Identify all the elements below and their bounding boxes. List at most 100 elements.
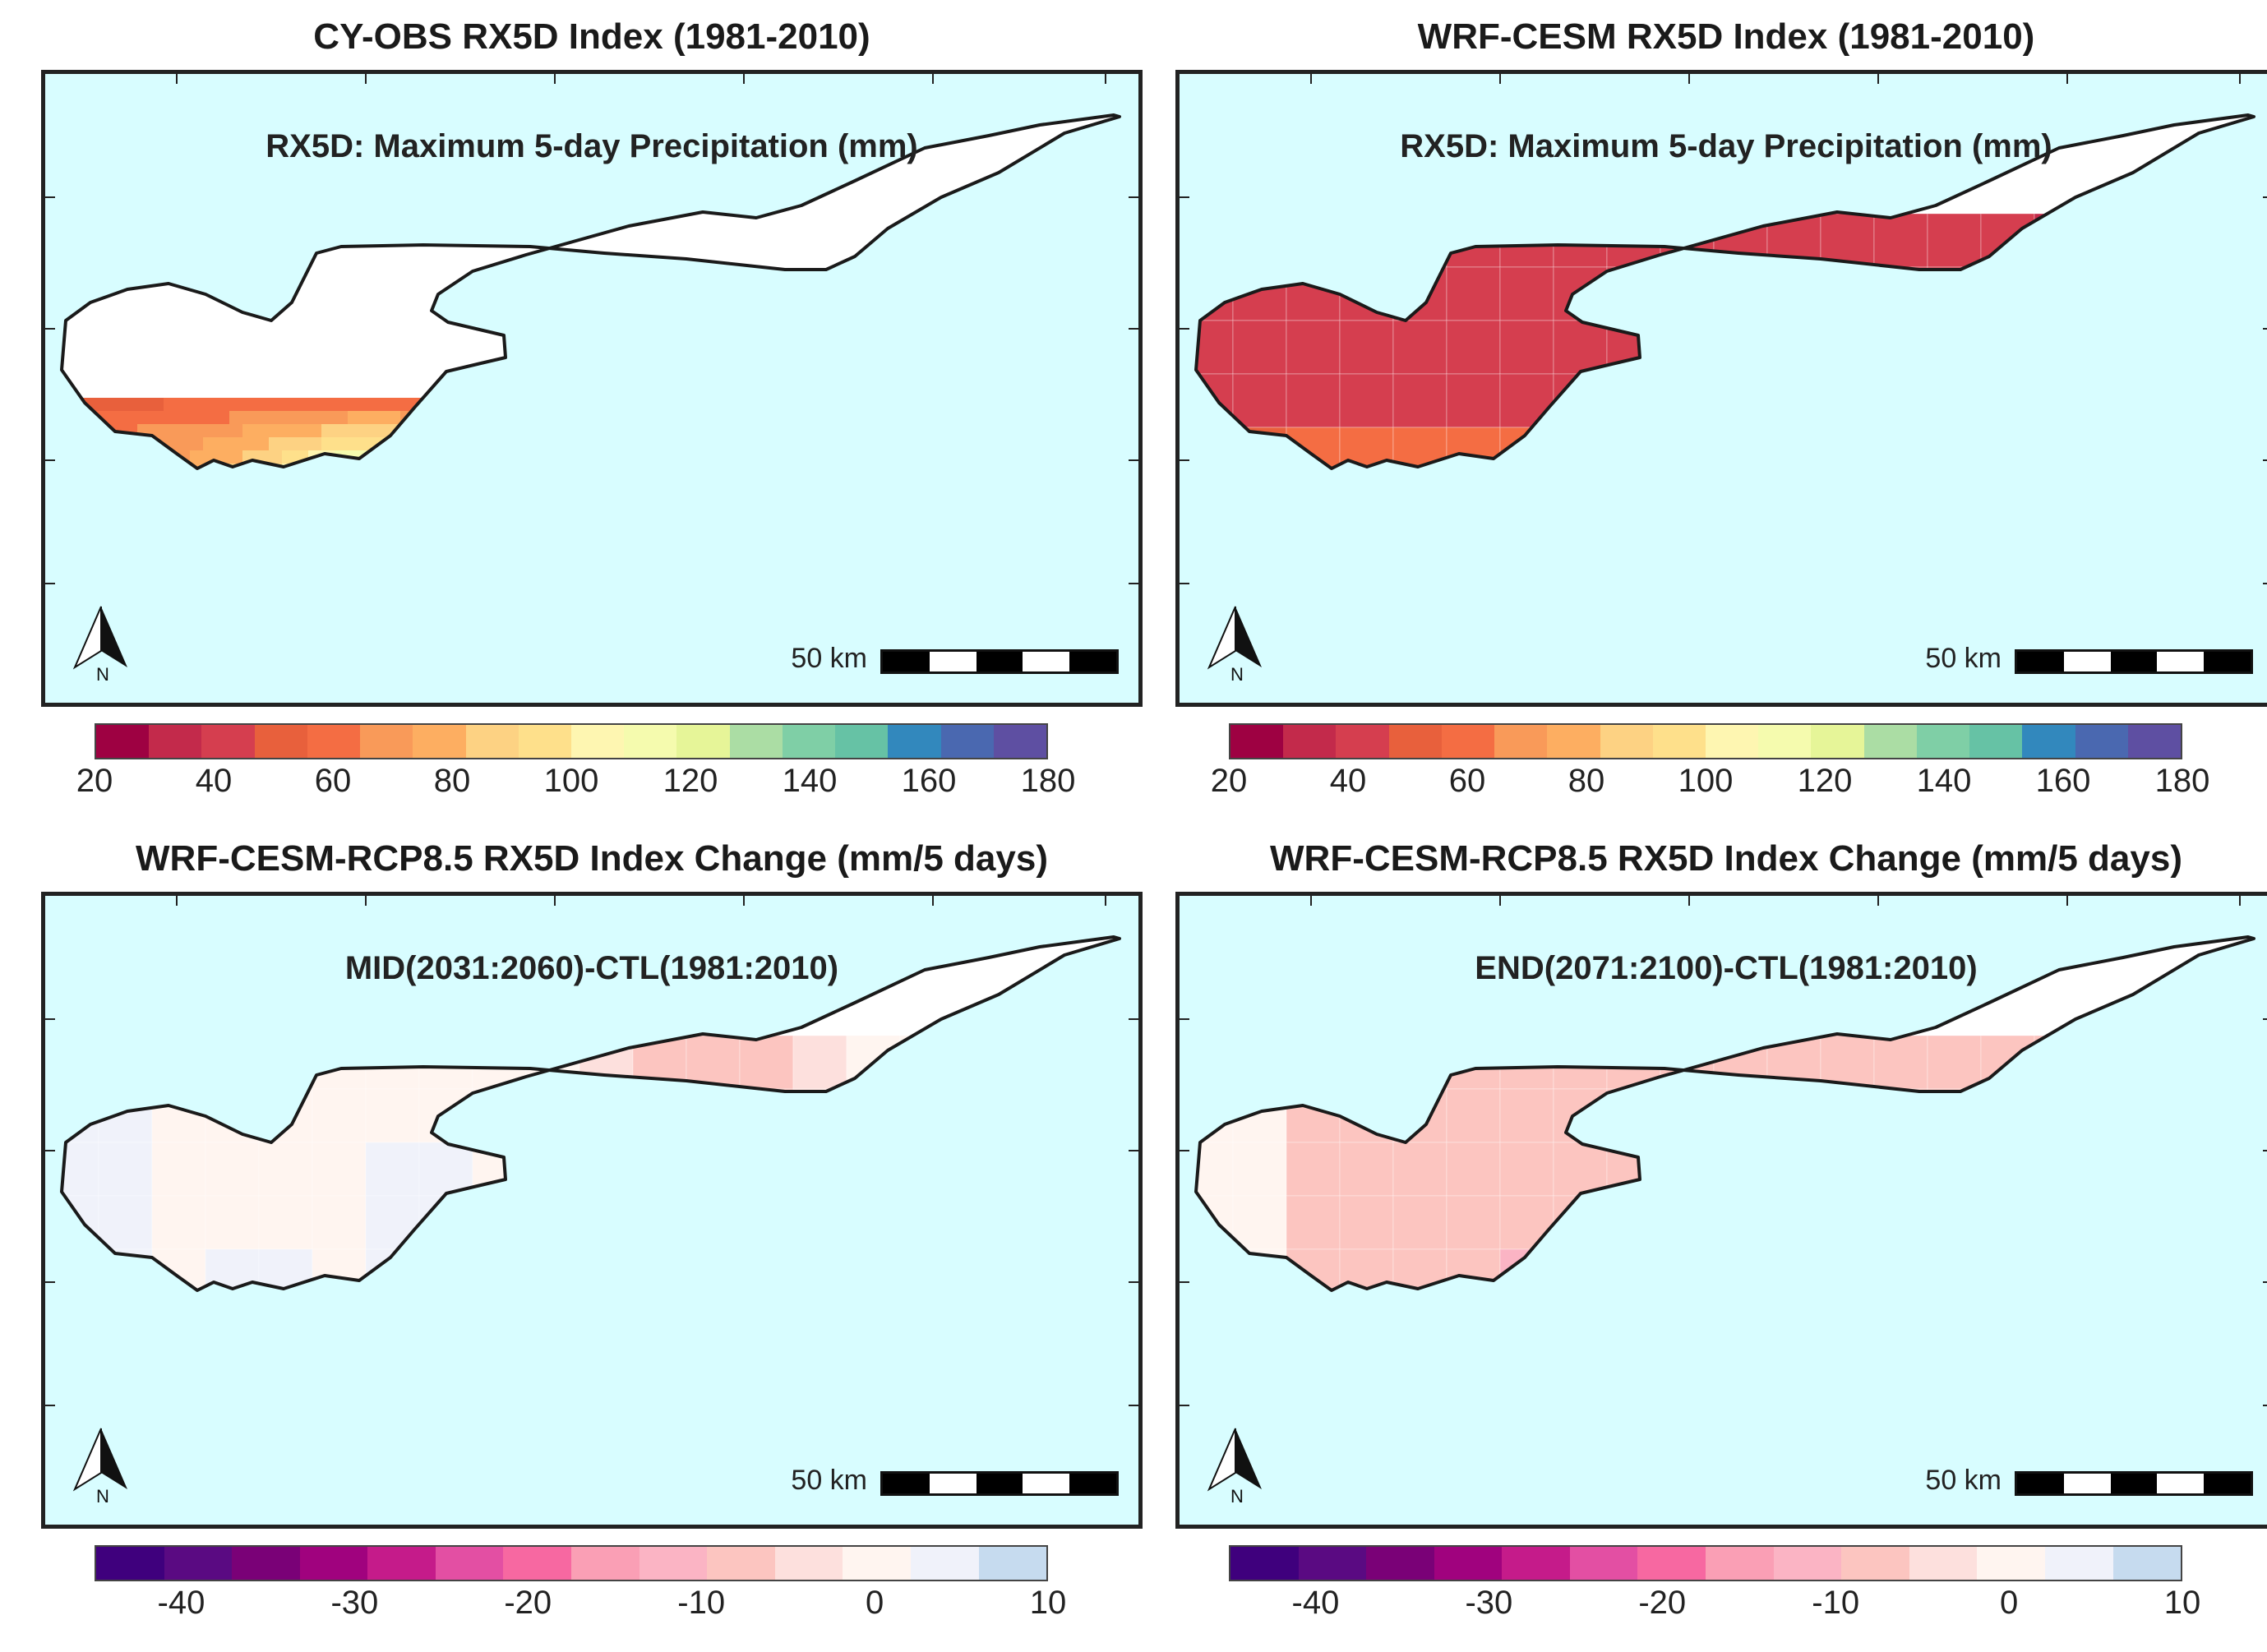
grid-cell	[295, 477, 309, 491]
grid-cell	[124, 437, 138, 451]
grid-cell	[1499, 1035, 1554, 1090]
colorbar-change	[95, 1545, 1048, 1581]
grid-cell	[676, 450, 690, 464]
grid-cell	[690, 464, 704, 468]
grid-cell	[45, 398, 59, 412]
grid-cell	[1286, 1195, 1341, 1250]
grid-cell	[1553, 213, 1608, 268]
grid-cell	[124, 477, 138, 491]
grid-cell	[453, 490, 467, 504]
grid-cell	[216, 490, 230, 504]
grid-cell	[1927, 213, 1982, 268]
grid-cell	[1927, 373, 1982, 428]
grid-cell	[834, 490, 848, 504]
grid-cell	[85, 529, 99, 543]
grid-cell	[650, 464, 664, 468]
grid-cell	[558, 490, 572, 504]
grid-cell	[1446, 213, 1501, 268]
grid-cell	[624, 411, 638, 425]
grid-cell	[729, 398, 743, 412]
grid-cell	[150, 424, 164, 438]
grid-cell	[579, 1088, 634, 1143]
grid-cell	[177, 464, 191, 468]
grid-cell	[1766, 1248, 1821, 1290]
colorbar-swatch	[1547, 725, 1600, 758]
grid-cell	[374, 398, 388, 412]
grid-cell	[663, 490, 677, 504]
grid-cell	[479, 398, 493, 412]
colorbar-swatch	[1298, 1547, 1367, 1580]
grid-cell	[584, 450, 598, 464]
grid-cell	[1927, 1088, 1982, 1143]
grid-cell	[400, 490, 414, 504]
grid-cell	[1606, 427, 1661, 468]
grid-cell	[795, 477, 809, 491]
grid-cell	[269, 477, 283, 491]
grid-cell	[453, 503, 467, 517]
colorbar-swatch	[993, 725, 1046, 758]
coastline	[1194, 935, 2255, 1292]
grid-cell	[256, 503, 270, 517]
colorbar-swatch	[1388, 725, 1442, 758]
colorbar-tick-label: -40	[157, 1585, 205, 1621]
grid-cell	[2247, 1088, 2254, 1143]
grid-cell	[413, 477, 427, 491]
grid-cell	[312, 1142, 367, 1197]
colorbar-swatch	[96, 1547, 164, 1580]
colorbar-tick-label: 20	[76, 763, 113, 799]
grid-cell	[453, 477, 467, 491]
colorbar-swatch	[1841, 1547, 1909, 1580]
grid-cell	[1499, 1195, 1554, 1250]
grid-cell	[124, 503, 138, 517]
grid-cell	[1233, 481, 1286, 534]
grid-cell	[742, 477, 756, 491]
grid-cell	[1606, 1088, 1661, 1143]
grid-cell	[1286, 373, 1341, 428]
grid-cell	[413, 437, 427, 451]
grid-cell	[1392, 213, 1447, 268]
grid-cell	[663, 437, 677, 451]
grid-cell	[686, 1142, 741, 1197]
grid-cell	[953, 1142, 1008, 1197]
grid-cell	[124, 464, 138, 468]
grid-cell	[1606, 266, 1661, 321]
grid-cell	[98, 1088, 153, 1143]
grid-cell	[847, 477, 861, 491]
grid-cell	[453, 398, 467, 412]
grid-cell	[1606, 1248, 1661, 1290]
grid-cell	[525, 1248, 580, 1290]
grid-cell	[312, 1303, 366, 1356]
grid-cell	[150, 411, 164, 425]
grid-cell	[1927, 320, 1982, 375]
grid-cell	[98, 1142, 153, 1197]
grid-cell	[361, 490, 375, 504]
grid-cell	[269, 424, 283, 438]
grid-cell	[479, 411, 493, 425]
colorbar-tick-label: 10	[2163, 1585, 2201, 1621]
grid-cell	[1196, 1088, 1234, 1143]
grid-cell	[716, 424, 730, 438]
colorbar-tick-label: -40	[1291, 1585, 1340, 1621]
grid-cell	[269, 516, 283, 530]
grid-cell	[400, 464, 414, 468]
grid-cell	[150, 450, 164, 464]
grid-cell	[821, 424, 835, 438]
grid-cell	[1873, 213, 1928, 268]
grid-cell	[782, 516, 796, 530]
grid-cell	[782, 477, 796, 491]
grid-cell	[190, 411, 204, 425]
colorbar-tick-label: -20	[1638, 1585, 1687, 1621]
grid-cell	[348, 503, 362, 517]
panel-change-end: WRF-CESM-RCP8.5 RX5D Index Change (mm/5 …	[1167, 830, 2267, 1652]
grid-cell	[137, 437, 151, 451]
grid-cell	[242, 464, 256, 468]
grid-cell	[258, 1195, 313, 1250]
grid-cell	[637, 529, 651, 543]
grid-cell	[45, 450, 59, 464]
grid-cell	[1392, 1248, 1447, 1290]
grid-cell	[242, 437, 256, 451]
grid-cell	[663, 516, 677, 530]
grid-cell	[374, 503, 388, 517]
grid-cell	[769, 503, 783, 517]
colorbar-swatch	[1569, 1547, 1638, 1580]
